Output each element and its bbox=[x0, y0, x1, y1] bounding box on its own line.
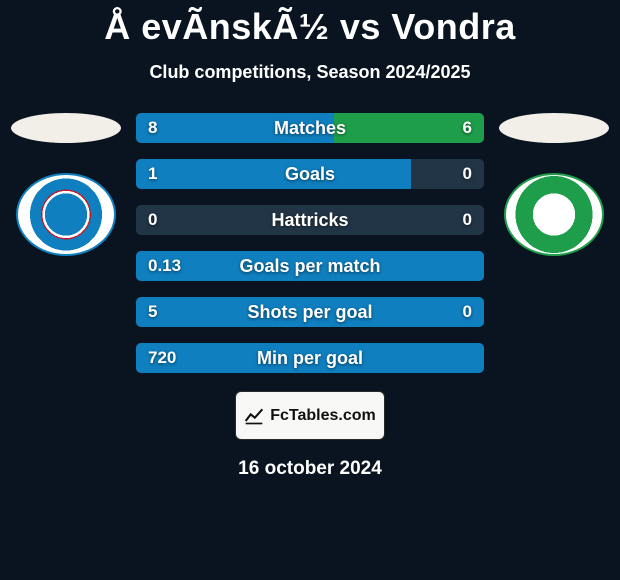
branding-link[interactable]: FcTables.com bbox=[235, 391, 385, 440]
page-subtitle: Club competitions, Season 2024/2025 bbox=[0, 62, 620, 83]
player-silhouette-right bbox=[499, 113, 609, 143]
club-logo-left bbox=[16, 173, 116, 256]
content-row: 86Matches 10Goals 00Hattricks 0.13Goals per… bbox=[0, 113, 620, 373]
stat-row: 10Goals bbox=[136, 159, 484, 189]
stat-label: Hattricks bbox=[136, 205, 484, 235]
stat-row: 86Matches bbox=[136, 113, 484, 143]
player-silhouette-left bbox=[11, 113, 121, 143]
stat-label: Goals bbox=[136, 159, 484, 189]
stat-row: 00Hattricks bbox=[136, 205, 484, 235]
stat-label: Goals per match bbox=[136, 251, 484, 281]
stat-row: 720Min per goal bbox=[136, 343, 484, 373]
chart-icon bbox=[244, 406, 264, 426]
stat-row: 50Shots per goal bbox=[136, 297, 484, 327]
page-title: Å evÃ­nskÃ½ vs Vondra bbox=[0, 6, 620, 48]
stat-row: 0.13Goals per match bbox=[136, 251, 484, 281]
stat-label: Shots per goal bbox=[136, 297, 484, 327]
stat-label: Min per goal bbox=[136, 343, 484, 373]
branding-label: FcTables.com bbox=[270, 407, 376, 425]
club-logo-right bbox=[504, 173, 604, 256]
comparison-card: Å evÃ­nskÃ½ vs Vondra Club competitions,… bbox=[0, 0, 620, 580]
team-left-column bbox=[6, 113, 126, 256]
footer-date: 16 october 2024 bbox=[0, 458, 620, 480]
team-right-column bbox=[494, 113, 614, 256]
stats-bars: 86Matches 10Goals 00Hattricks 0.13Goals per… bbox=[126, 113, 494, 373]
stat-label: Matches bbox=[136, 113, 484, 143]
